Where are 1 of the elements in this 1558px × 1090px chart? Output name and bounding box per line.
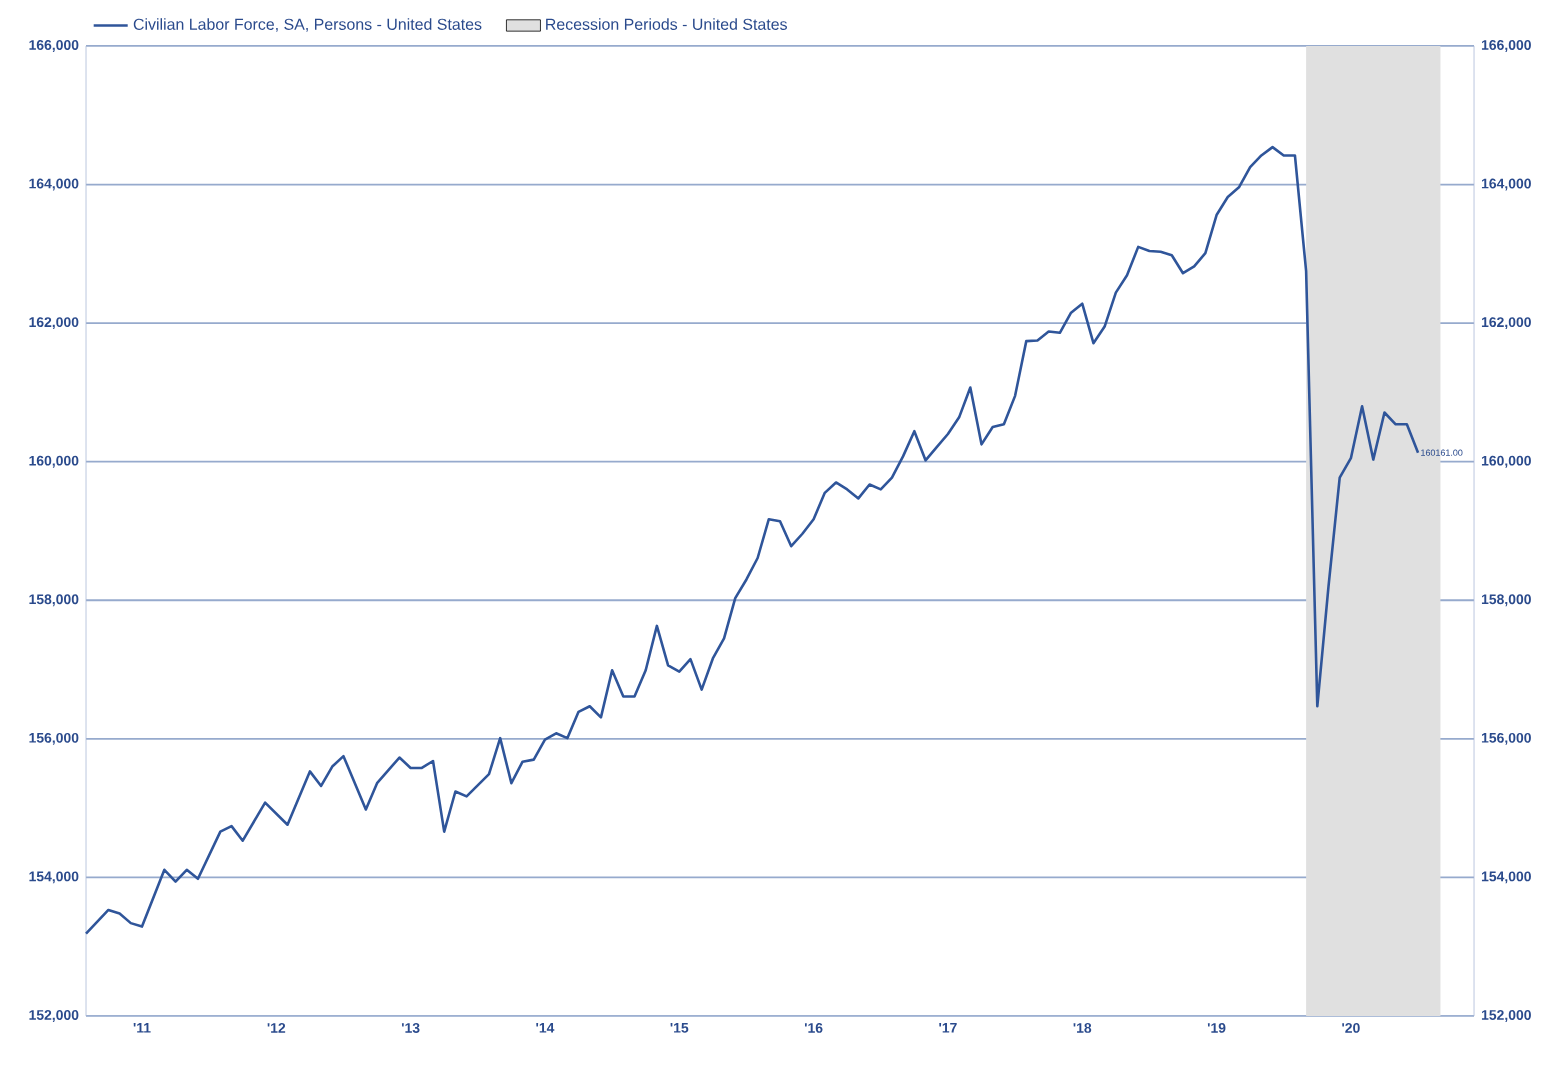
line-series <box>84 145 1420 935</box>
